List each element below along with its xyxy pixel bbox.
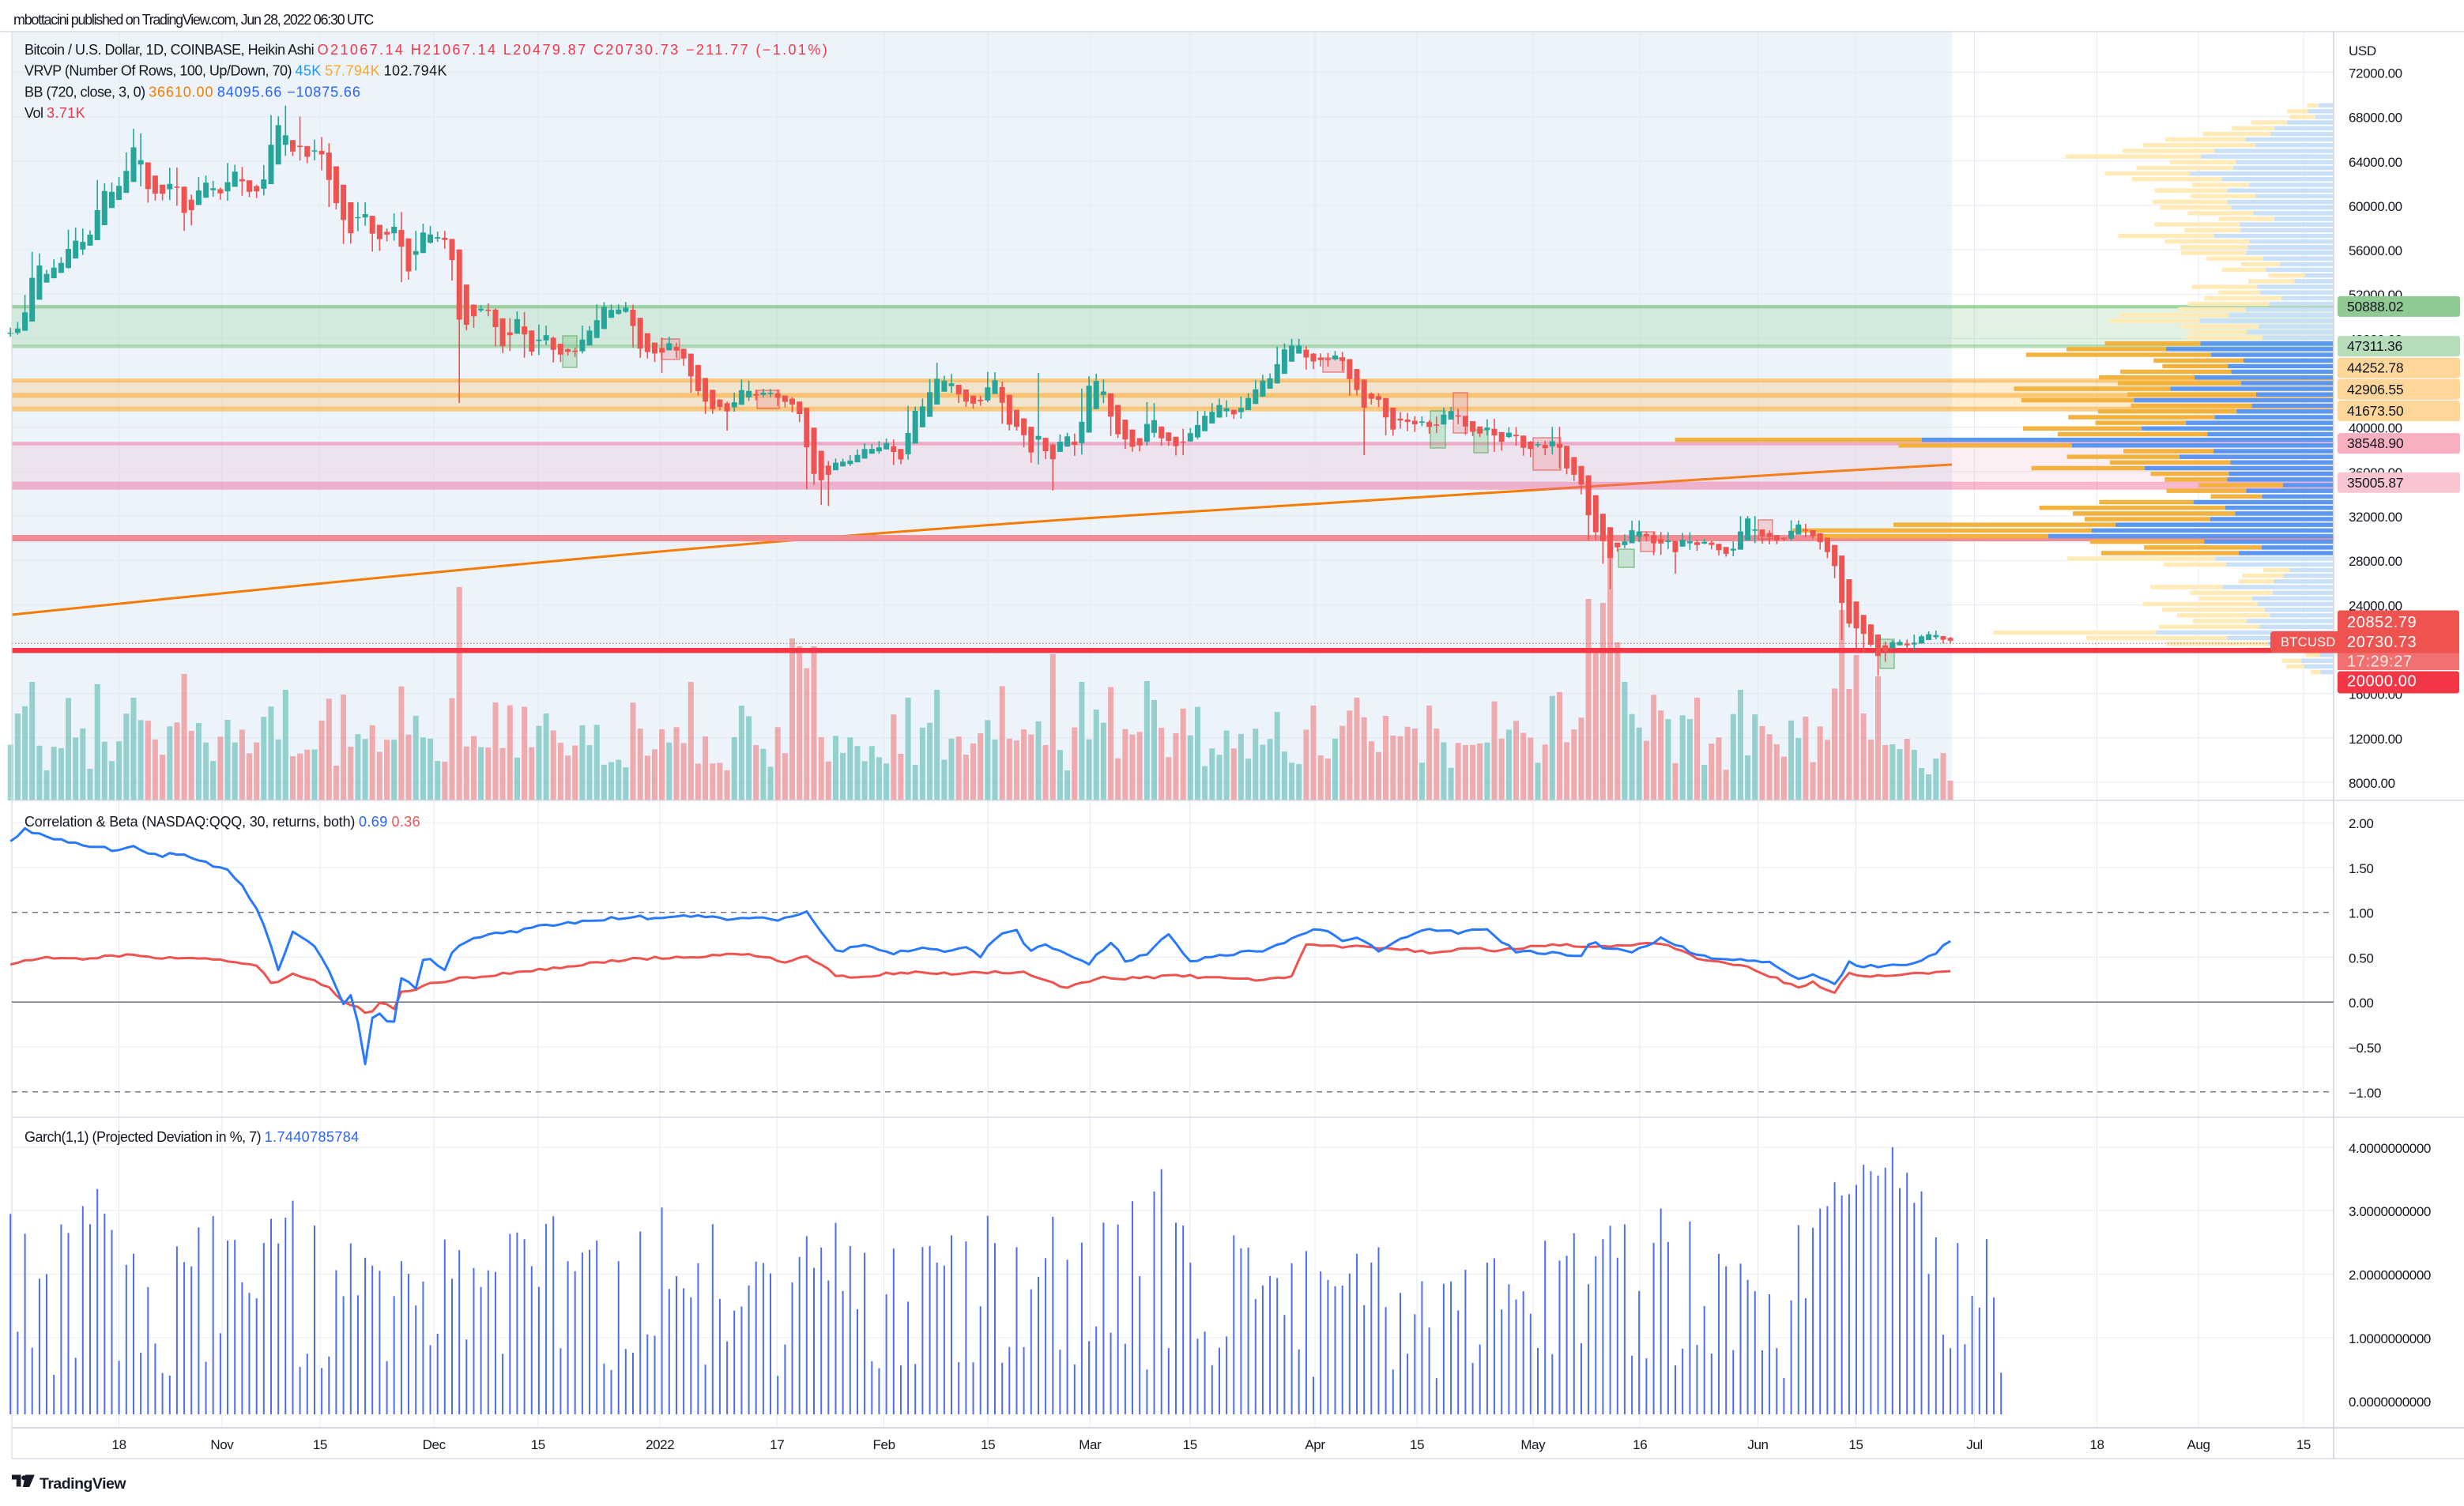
svg-text:1.00: 1.00 (2349, 906, 2374, 921)
svg-text:1.0000000000: 1.0000000000 (2349, 1331, 2431, 1346)
svg-text:15: 15 (981, 1437, 995, 1452)
svg-text:60000.00: 60000.00 (2349, 199, 2402, 214)
svg-text:−0.50: −0.50 (2349, 1041, 2381, 1056)
svg-text:VRVP (Number Of Rows, 100, Up/: VRVP (Number Of Rows, 100, Up/Down, 70) … (24, 63, 447, 79)
svg-text:Jul: Jul (1966, 1437, 1983, 1452)
svg-text:BTCUSD: BTCUSD (2281, 635, 2336, 649)
svg-text:24000.00: 24000.00 (2349, 598, 2402, 613)
svg-text:64000.00: 64000.00 (2349, 155, 2402, 170)
svg-text:8000.00: 8000.00 (2349, 776, 2395, 791)
svg-text:Vol 3.71K: Vol 3.71K (24, 105, 85, 121)
svg-text:mbottacini published on Tradin: mbottacini published on TradingView.com,… (13, 12, 374, 28)
svg-text:BB (720, close, 3, 0) 36610.0: BB (720, close, 3, 0) 36610.00 84095.66 … (24, 84, 361, 100)
svg-text:TradingView: TradingView (40, 1475, 126, 1493)
svg-text:3.0000000000: 3.0000000000 (2349, 1204, 2431, 1219)
svg-text:May: May (1520, 1437, 1546, 1452)
svg-text:15: 15 (1848, 1437, 1863, 1452)
svg-text:16: 16 (1633, 1437, 1647, 1452)
svg-text:35005.87: 35005.87 (2347, 475, 2403, 491)
svg-text:Feb: Feb (873, 1437, 895, 1452)
svg-text:15: 15 (313, 1437, 327, 1452)
svg-text:4.0000000000: 4.0000000000 (2349, 1141, 2431, 1156)
svg-text:0.00: 0.00 (2349, 996, 2374, 1011)
svg-text:20000.00: 20000.00 (2347, 673, 2417, 691)
svg-text:12000.00: 12000.00 (2349, 732, 2402, 747)
svg-text:18: 18 (112, 1437, 126, 1452)
svg-text:44252.78: 44252.78 (2347, 360, 2403, 376)
svg-text:15: 15 (1183, 1437, 1197, 1452)
svg-text:28000.00: 28000.00 (2349, 554, 2402, 569)
svg-text:2.0000000000: 2.0000000000 (2349, 1268, 2431, 1283)
svg-text:47311.36: 47311.36 (2347, 338, 2402, 354)
svg-text:41673.50: 41673.50 (2347, 403, 2404, 419)
svg-text:18: 18 (2089, 1437, 2104, 1452)
svg-text:15: 15 (2296, 1437, 2311, 1452)
svg-text:40000.00: 40000.00 (2349, 421, 2402, 436)
svg-text:15: 15 (1410, 1437, 1424, 1452)
svg-text:38548.90: 38548.90 (2347, 435, 2404, 451)
svg-text:17:29:27: 17:29:27 (2347, 653, 2413, 671)
svg-text:Apr: Apr (1305, 1437, 1325, 1452)
svg-text:68000.00: 68000.00 (2349, 111, 2402, 126)
svg-text:50888.02: 50888.02 (2347, 299, 2403, 314)
svg-text:20730.73: 20730.73 (2347, 634, 2417, 651)
svg-text:−1.00: −1.00 (2349, 1086, 2381, 1101)
svg-text:2.00: 2.00 (2349, 816, 2374, 831)
svg-text:Mar: Mar (1079, 1437, 1102, 1452)
svg-text:Jun: Jun (1747, 1437, 1768, 1452)
svg-text:USD: USD (2349, 43, 2376, 58)
svg-text:17: 17 (770, 1437, 784, 1452)
svg-text:Bitcoin / U.S. Dollar, 1D, COI: Bitcoin / U.S. Dollar, 1D, COINBASE, Hei… (24, 42, 829, 58)
svg-text:15: 15 (531, 1437, 545, 1452)
svg-text:0.0000000000: 0.0000000000 (2349, 1395, 2431, 1410)
svg-text:Dec: Dec (423, 1437, 446, 1452)
svg-text:Aug: Aug (2187, 1437, 2210, 1452)
svg-text:42906.55: 42906.55 (2347, 382, 2403, 397)
svg-text:Nov: Nov (210, 1437, 234, 1452)
svg-text:72000.00: 72000.00 (2349, 66, 2402, 81)
svg-text:0.50: 0.50 (2349, 951, 2374, 966)
svg-text:1.50: 1.50 (2349, 861, 2374, 876)
svg-text:32000.00: 32000.00 (2349, 510, 2402, 525)
svg-text:Correlation & Beta (NASDAQ:QQQ: Correlation & Beta (NASDAQ:QQQ, 30, retu… (24, 814, 420, 830)
svg-text:56000.00: 56000.00 (2349, 243, 2402, 258)
svg-text:20852.79: 20852.79 (2347, 614, 2417, 631)
svg-text:Garch(1,1) (Projected Deviatio: Garch(1,1) (Projected Deviation in %, 7)… (24, 1129, 360, 1145)
svg-text:2022: 2022 (646, 1437, 674, 1452)
